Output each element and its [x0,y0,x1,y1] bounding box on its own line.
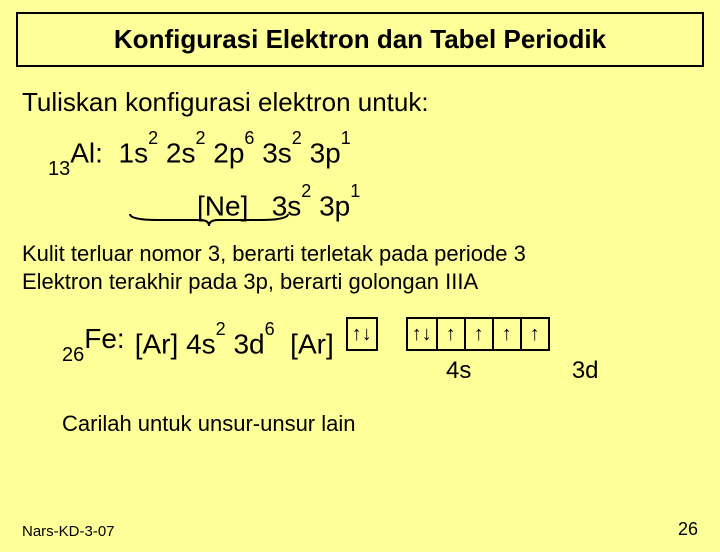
orbital-4s-box-1: ↑↓ [348,319,376,349]
orbital-labels: 4s 3d [62,357,698,385]
fe-block: 26Fe: [Ar] 4s2 3d6 [Ar] ↑↓ ↑↓ ↑ ↑ ↑ ↑ 4s… [62,317,698,385]
curly-brace [128,212,290,228]
label-3d: 3d [572,357,599,385]
intro-text: Tuliskan konfigurasi elektron untuk: [22,87,698,118]
al-config-full: 13Al: 1s2 2s2 2p6 3s2 3p1 [48,136,698,175]
fe-symbol: Fe: [84,323,124,354]
slide-title: Konfigurasi Elektron dan Tabel Periodik [114,24,606,54]
closing-text: Carilah untuk unsur-unsur lain [62,411,698,437]
fe-3d: 3d [233,329,264,360]
content-area: Tuliskan konfigurasi elektron untuk: 13A… [0,87,720,437]
fe-3d-sup: 6 [265,319,275,339]
explain-line-1: Kulit terluar nomor 3, berarti terletak … [22,240,698,268]
al-3s-sup: 2 [292,128,302,148]
al-2p-sup: 6 [244,128,254,148]
al-3s: 3s [262,137,292,168]
title-box: Konfigurasi Elektron dan Tabel Periodik [16,12,704,67]
al-atomic-number: 13 [48,158,70,180]
footer-left: Nars-KD-3-07 [22,523,115,540]
al-2s: 2s [166,137,196,168]
al-3p: 3p [310,137,341,168]
label-4s: 4s [446,357,471,385]
explain-line-2: Elektron terakhir pada 3p, berarti golon… [22,268,698,296]
orbital-3d-box-5: ↑ [520,319,548,349]
orbital-3d-box-1: ↑↓ [408,319,436,349]
al-2s-sup: 2 [195,128,205,148]
fe-config: [Ar] 4s2 3d6 [Ar] [135,327,334,360]
al-1s: 1s [119,137,149,168]
fe-noble: [Ar] [135,329,179,360]
fe-atomic-number: 26 [62,344,84,366]
fe-4s-sup: 2 [216,319,226,339]
al-3p-sup: 1 [341,128,351,148]
fe-4s: 4s [186,329,216,360]
orbital-4s: ↑↓ [346,317,378,351]
al-short-3s-sup: 2 [301,181,311,201]
brace-svg [128,212,290,228]
al-2p: 2p [213,137,244,168]
orbital-3d: ↑↓ ↑ ↑ ↑ ↑ [406,317,550,351]
footer-right: 26 [678,519,698,540]
orbital-3d-box-2: ↑ [436,319,464,349]
orbital-3d-box-4: ↑ [492,319,520,349]
fe-element: 26Fe: [62,323,125,361]
explanation: Kulit terluar nomor 3, berarti terletak … [22,240,698,295]
al-symbol: Al: [70,137,103,168]
orbital-3d-box-3: ↑ [464,319,492,349]
fe-noble-2: [Ar] [290,329,334,360]
al-short-3p-sup: 1 [350,181,360,201]
al-short-3p: 3p [319,190,350,221]
al-1s-sup: 2 [148,128,158,148]
